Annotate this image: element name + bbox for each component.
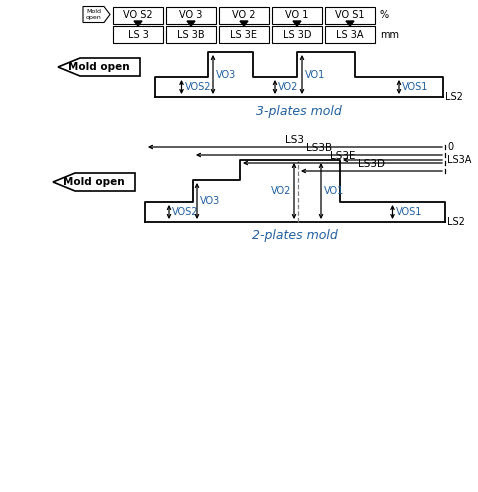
Text: LS 3E: LS 3E [230,30,258,39]
Bar [113,26,163,43]
FancyArrow shape [53,173,135,191]
Text: VO3: VO3 [216,69,236,80]
Polygon shape [293,21,301,26]
Text: VO3: VO3 [200,196,220,206]
Text: LS 3D: LS 3D [283,30,311,39]
Text: LS3A: LS3A [447,155,471,165]
Text: LS 3B: LS 3B [177,30,205,39]
Text: LS 3A: LS 3A [336,30,364,39]
Polygon shape [83,6,110,23]
Bar [166,7,216,24]
Text: VO 2: VO 2 [232,10,256,21]
Polygon shape [346,21,354,26]
Bar [325,7,375,24]
Polygon shape [134,21,142,26]
Text: VOS1: VOS1 [395,207,422,217]
Text: LS2: LS2 [447,217,465,227]
Text: VO2: VO2 [278,82,298,92]
Text: 0: 0 [447,142,453,152]
Text: Mold open: Mold open [68,62,130,72]
FancyArrow shape [58,58,140,76]
Bar [272,26,322,43]
Text: VOS2: VOS2 [172,207,198,217]
Text: VO 3: VO 3 [179,10,203,21]
Text: VO1: VO1 [305,69,325,80]
Text: LS2: LS2 [445,92,463,102]
Text: mm: mm [380,30,399,39]
Polygon shape [187,21,195,26]
Polygon shape [240,21,248,26]
Text: VOS1: VOS1 [402,82,428,92]
Text: Mold open: Mold open [63,177,125,187]
Bar [219,26,269,43]
Text: 2-plates mold: 2-plates mold [252,229,338,243]
Text: VO S2: VO S2 [123,10,153,21]
Bar [166,26,216,43]
Text: Mold
open: Mold open [86,9,102,20]
Bar [325,26,375,43]
Text: VO2: VO2 [271,186,291,196]
Bar [113,7,163,24]
Text: VOS2: VOS2 [185,82,211,92]
Text: LS3: LS3 [285,135,304,145]
Text: VO 1: VO 1 [285,10,309,21]
Text: VO1: VO1 [324,186,344,196]
Bar [272,7,322,24]
Text: LS 3: LS 3 [128,30,149,39]
Text: LS3B: LS3B [306,143,332,153]
Text: VO S1: VO S1 [335,10,365,21]
Text: %: % [380,10,389,21]
Text: LS3E: LS3E [330,151,355,161]
Text: LS3D: LS3D [358,159,385,169]
Bar [219,7,269,24]
Text: 3-plates mold: 3-plates mold [256,105,342,119]
